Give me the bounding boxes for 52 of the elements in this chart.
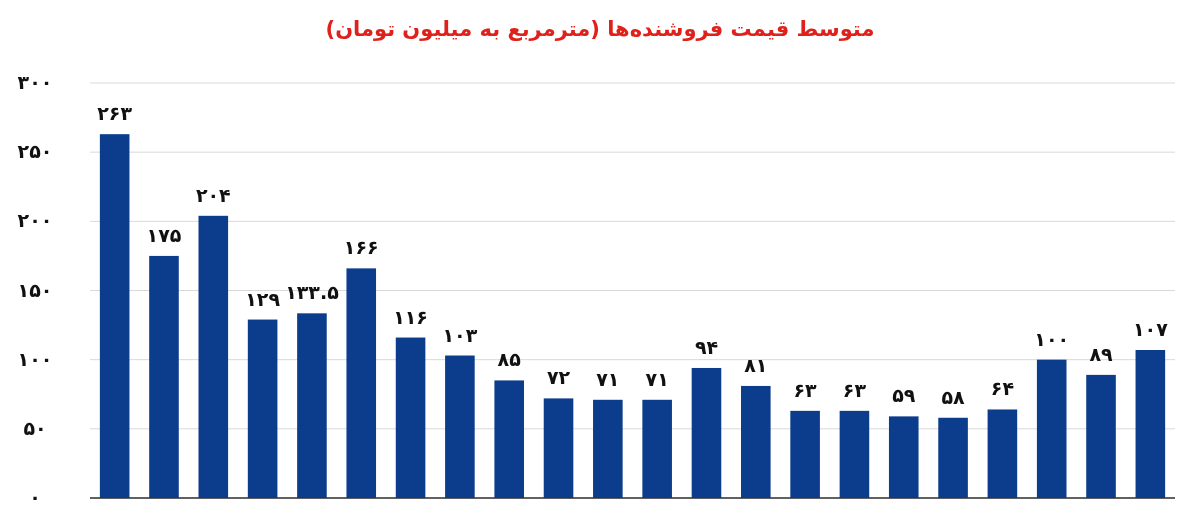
data-label: ۱۷۵ — [146, 223, 182, 246]
bar — [1135, 349, 1166, 498]
y-tick-label: ۲۵۰ — [17, 140, 53, 163]
bar — [1086, 374, 1116, 498]
data-label: ۱۰۷ — [1132, 317, 1169, 340]
data-label: ۷۱ — [645, 367, 669, 390]
y-tick-label: ۱۵۰ — [17, 278, 53, 301]
data-label: ۱۲۹ — [245, 287, 281, 310]
bar — [593, 399, 623, 498]
bar — [395, 337, 426, 498]
data-label: ۲۶۳ — [97, 102, 133, 125]
bar — [494, 380, 524, 498]
y-tick-label: ۵۰ — [23, 416, 47, 439]
data-label: ۱۳۳.۵ — [285, 281, 340, 304]
bar — [642, 399, 672, 498]
bar — [99, 134, 130, 498]
bar — [839, 410, 870, 498]
data-label: ۶۳ — [793, 378, 818, 401]
data-label: ۷۲ — [546, 366, 571, 389]
data-label: ۱۶۶ — [343, 236, 379, 259]
bar — [198, 215, 229, 498]
y-tick-label: ۱۰۰ — [17, 347, 53, 370]
bar — [741, 385, 771, 498]
data-label: ۵۸ — [941, 385, 966, 408]
bar — [346, 268, 377, 498]
bar — [445, 355, 475, 498]
bar — [543, 398, 574, 498]
bar — [691, 367, 722, 498]
data-label: ۷۱ — [596, 367, 620, 390]
bar — [297, 313, 327, 498]
data-label: ۶۴ — [990, 377, 1014, 400]
chart-title: متوسط قیمت فروشنده‌ها (مترمربع به میلیون تومان) — [325, 17, 875, 41]
y-tick-label: ۲۰۰ — [17, 209, 53, 232]
data-label: ۱۱۶ — [393, 305, 428, 328]
y-tick-label: ۰ — [29, 486, 41, 508]
data-label: ۶۳ — [842, 378, 867, 401]
data-label: ۹۴ — [694, 335, 719, 358]
bar — [1036, 359, 1067, 498]
bar — [790, 410, 820, 498]
data-label: ۸۵ — [497, 348, 522, 371]
bar — [938, 417, 968, 498]
data-label: ۸۹ — [1089, 342, 1114, 365]
data-label: ۵۹ — [892, 384, 916, 407]
data-label: ۲۰۴ — [195, 183, 231, 206]
bar — [149, 255, 179, 498]
bar — [888, 416, 919, 498]
data-label: ۱۰۳ — [442, 323, 478, 346]
data-label: ۸۱ — [744, 353, 768, 376]
data-label: ۱۰۰ — [1034, 327, 1070, 350]
y-tick-label: ۳۰۰ — [17, 71, 53, 93]
bar — [247, 319, 278, 498]
bar — [987, 409, 1018, 498]
